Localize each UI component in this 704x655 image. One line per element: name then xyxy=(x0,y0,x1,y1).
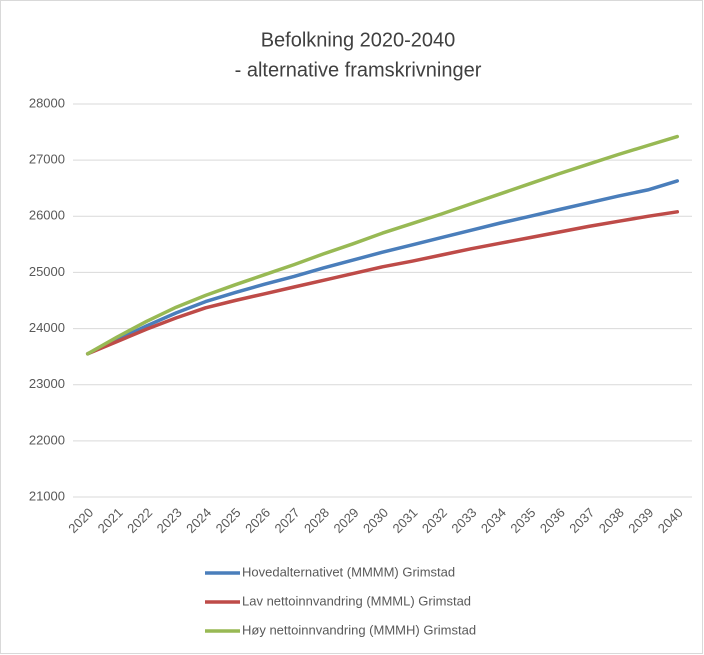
y-tick-label: 28000 xyxy=(29,95,65,110)
chart-subtitle: - alternative framskrivninger xyxy=(235,59,482,81)
legend-label: Hovedalternativet (MMMM) Grimstad xyxy=(242,564,455,579)
y-tick-label: 21000 xyxy=(29,488,65,503)
y-tick-label: 23000 xyxy=(29,376,65,391)
y-tick-label: 24000 xyxy=(29,320,65,335)
y-tick-label: 25000 xyxy=(29,264,65,279)
legend-label: Lav nettoinnvandring (MMML) Grimstad xyxy=(242,593,471,608)
y-tick-label: 27000 xyxy=(29,152,65,167)
series-line xyxy=(85,210,680,356)
y-tick-label: 26000 xyxy=(29,208,65,223)
series-line xyxy=(85,134,680,356)
y-tick-label: 22000 xyxy=(29,432,65,447)
legend-label: Høy nettoinnvandring (MMMH) Grimstad xyxy=(242,622,476,637)
series-line xyxy=(85,179,680,356)
chart-title: Befolkning 2020-2040 xyxy=(261,29,456,51)
